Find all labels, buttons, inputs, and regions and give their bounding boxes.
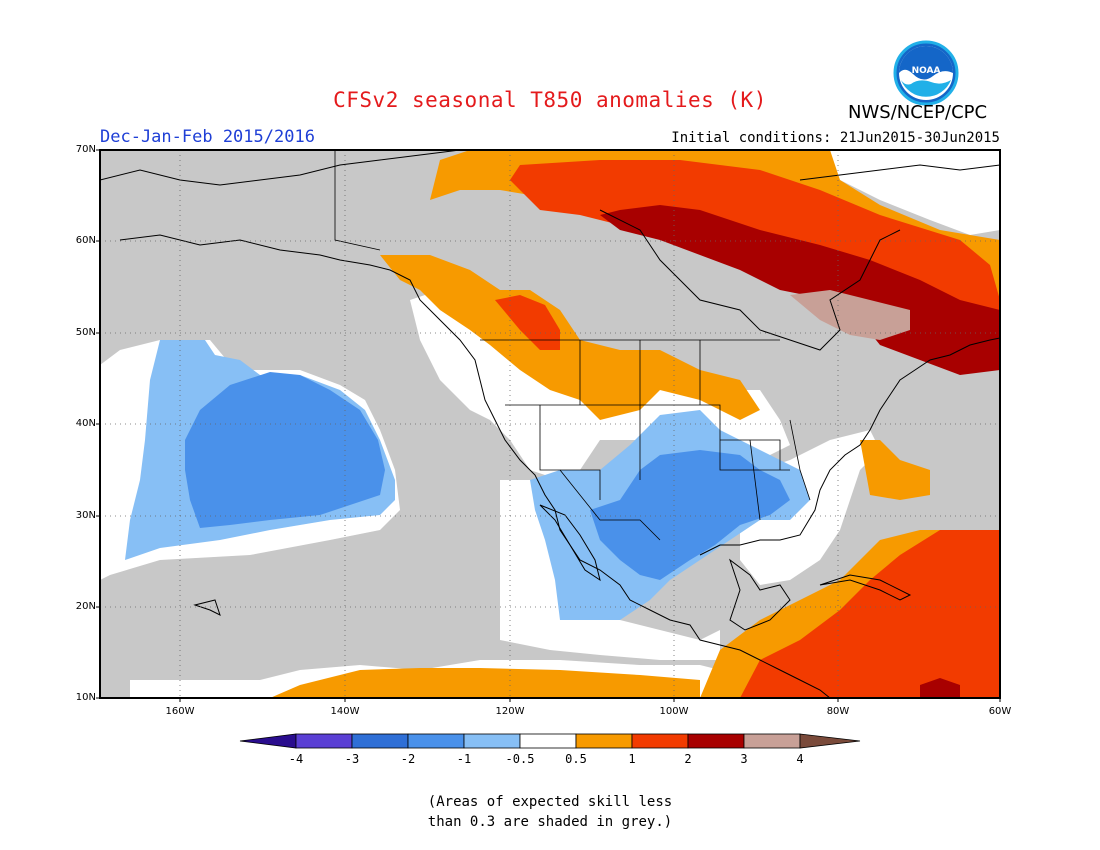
lat-label: 20N [75, 601, 96, 612]
colorbar-label: 1 [628, 752, 636, 766]
red-region-caribbean [740, 530, 1000, 698]
colorbar-label: 4 [796, 752, 804, 766]
lon-label: 80W [826, 706, 850, 717]
orange-region-west-coast [380, 255, 760, 420]
lon-label: 140W [330, 706, 360, 717]
state-boundaries [334, 150, 811, 541]
lat-label: 60N [75, 235, 96, 246]
colorbar-swatch [295, 733, 353, 749]
colorbar-label: 3 [740, 752, 748, 766]
initial-conditions-label: Initial conditions: 21Jun2015-30Jun2015 [671, 130, 1000, 146]
colorbar-swatch [407, 733, 465, 749]
agency-label: NWS/NCEP/CPC [848, 102, 988, 123]
lat-label: 10N [75, 692, 96, 703]
lon-label: 160W [165, 706, 195, 717]
noaa-logo-icon: NOAA [893, 40, 959, 106]
colorbar-label: -4 [288, 752, 304, 766]
map-field [100, 150, 1000, 698]
colorbar-swatch [575, 733, 633, 749]
tan-region-quebec [790, 290, 910, 340]
colorbar-label: 2 [684, 752, 692, 766]
skill-note: (Areas of expected skill less than 0.3 a… [0, 792, 1100, 832]
lat-label: 70N [75, 144, 96, 155]
svg-text:NOAA: NOAA [912, 66, 941, 76]
map-title: CFSv2 seasonal T850 anomalies (K) [333, 88, 767, 112]
colorbar-swatch [631, 733, 689, 749]
season-label: Dec-Jan-Feb 2015/2016 [100, 127, 315, 147]
darkred-region-caribbean [920, 678, 960, 698]
colorbar-label: -0.5 [505, 752, 535, 766]
lon-label: 100W [659, 706, 689, 717]
blue-region-pacific [185, 372, 385, 528]
skill-note-line: (Areas of expected skill less [427, 794, 673, 810]
colorbar-label: -3 [344, 752, 360, 766]
orange-region-south [270, 668, 700, 698]
colorbar-swatch [687, 733, 745, 749]
colorbar-label: -2 [400, 752, 416, 766]
white-region-arctic [820, 150, 1000, 235]
blue-region-us [590, 450, 790, 580]
colorbar-swatch [351, 733, 409, 749]
colorbar-swatch [463, 733, 521, 749]
colorbar-swatch [519, 733, 577, 749]
red-region-bc [495, 295, 560, 350]
lat-label: 50N [75, 327, 96, 338]
lon-label: 60W [988, 706, 1012, 717]
axis-ticks [96, 149, 1001, 702]
colorbar-left-arrow [239, 733, 297, 749]
lon-label: 120W [495, 706, 525, 717]
skill-note-line: than 0.3 are shaded in grey.) [427, 814, 673, 830]
lat-label: 30N [75, 510, 96, 521]
colorbar-label: 0.5 [565, 752, 587, 766]
colorbar [239, 733, 861, 749]
colorbar-right-arrow [799, 733, 861, 749]
colorbar-swatch [743, 733, 801, 749]
colorbar-label: -1 [456, 752, 472, 766]
orange-region-atlantic [860, 440, 930, 500]
coastlines [100, 150, 1000, 698]
lat-lon-grid [100, 150, 1000, 698]
lat-label: 40N [75, 418, 96, 429]
